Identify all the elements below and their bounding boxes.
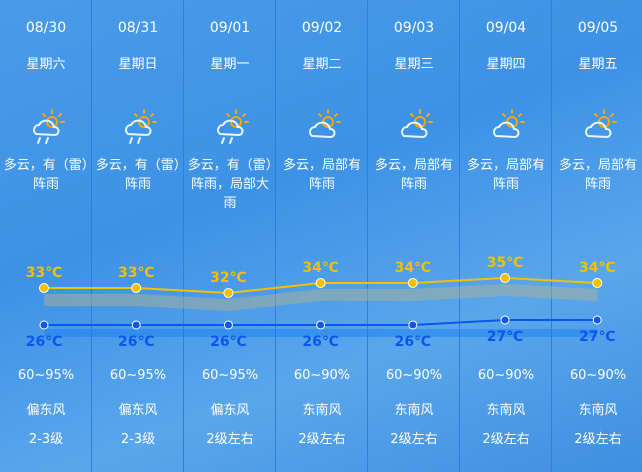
- weather-description: 多云，有（雷）阵雨: [3, 158, 89, 192]
- wind-level-label: 2-3级: [28, 432, 64, 447]
- date-label: 09/02: [301, 20, 343, 36]
- weather-description: 多云，有（雷）阵雨: [95, 158, 181, 192]
- date-label: 08/30: [25, 20, 67, 36]
- high-temp-label: 33℃: [118, 265, 154, 281]
- low-temp-point: [408, 320, 418, 330]
- high-temp-label: 34℃: [302, 260, 338, 276]
- cloud-sun-rain-icon: [26, 108, 66, 148]
- high-temp-point: [315, 278, 326, 288]
- day-column: 09/02 星期二 多云，局部有阵雨 60~90% 东南风 2级左右: [276, 0, 368, 472]
- high-temp-label: 34℃: [395, 260, 431, 276]
- date-label: 09/05: [577, 20, 619, 36]
- low-temp-point: [131, 320, 141, 330]
- low-temp-label: 27℃: [579, 329, 615, 345]
- weekday-label: 星期四: [486, 57, 526, 72]
- high-temp-point: [592, 278, 603, 288]
- date-label: 09/01: [209, 20, 251, 36]
- weather-description: 多云，局部有阵雨: [558, 158, 637, 192]
- low-temp-label: 26℃: [302, 334, 338, 350]
- weekday-label: 星期五: [578, 57, 618, 72]
- wind-direction-label: 东南风: [578, 403, 618, 418]
- day-column: 09/05 星期五 多云，局部有阵雨 60~90% 东南风 2级左右: [552, 0, 642, 472]
- wind-level-label: 2级左右: [298, 432, 346, 447]
- low-temp-label: 27℃: [487, 329, 523, 345]
- date-label: 09/03: [393, 20, 435, 36]
- high-temp-label: 32℃: [210, 270, 246, 286]
- high-temp-point: [500, 273, 510, 283]
- low-temp-point: [39, 320, 49, 330]
- wind-level-label: 2级左右: [206, 432, 254, 447]
- weekday-label: 星期一: [210, 57, 250, 72]
- low-temp-label: 26℃: [26, 334, 62, 350]
- cloud-sun-rain-icon: [118, 108, 158, 148]
- low-temp-point: [592, 315, 602, 325]
- weather-description: 多云，局部有阵雨: [466, 158, 545, 192]
- humidity-label: 60~95%: [201, 368, 259, 383]
- low-band: [44, 329, 598, 337]
- cloud-sun-icon: [302, 108, 342, 148]
- wind-direction-label: 东南风: [486, 403, 526, 418]
- wind-direction-label: 东南风: [394, 403, 434, 418]
- weekday-label: 星期二: [302, 57, 342, 72]
- high-temp-point: [223, 288, 234, 298]
- weather-description: 多云，局部有阵雨: [374, 158, 453, 192]
- high-temp-label: 33℃: [26, 265, 62, 281]
- weather-description: 多云，局部有阵雨: [282, 158, 361, 192]
- wind-direction-label: 偏东风: [118, 403, 158, 418]
- low-temp-label: 26℃: [395, 334, 431, 350]
- wind-direction-label: 偏东风: [26, 403, 66, 418]
- day-column: 08/30 星期六 多云，有（雷）阵雨 60~95% 偏东风 2-3级: [0, 0, 92, 472]
- weekday-label: 星期三: [394, 57, 434, 72]
- wind-level-label: 2级左右: [482, 432, 530, 447]
- date-label: 09/04: [485, 20, 527, 36]
- low-temp-point: [500, 315, 510, 325]
- wind-direction-label: 偏东风: [210, 403, 250, 418]
- weekday-label: 星期日: [118, 57, 158, 72]
- wind-level-label: 2级左右: [574, 432, 622, 447]
- wind-level-label: 2级左右: [390, 432, 438, 447]
- column-divider: [91, 0, 92, 472]
- cloud-sun-icon: [486, 108, 526, 148]
- high-temp-label: 35℃: [487, 255, 523, 271]
- low-temp-point: [316, 320, 326, 330]
- cloud-sun-rain-icon: [210, 108, 250, 148]
- cloud-sun-icon: [394, 108, 434, 148]
- column-divider: [183, 0, 184, 472]
- day-column: 09/04 星期四 多云，局部有阵雨 60~90% 东南风 2级左右: [460, 0, 552, 472]
- low-temp-label: 26℃: [118, 334, 154, 350]
- weather-description: 多云，有（雷）阵雨，局部大雨: [187, 158, 273, 211]
- low-temp-point: [223, 320, 233, 330]
- humidity-label: 60~90%: [477, 368, 535, 383]
- low-temp-label: 26℃: [210, 334, 246, 350]
- humidity-label: 60~90%: [385, 368, 443, 383]
- day-column: 09/03 星期三 多云，局部有阵雨 60~90% 东南风 2级左右: [368, 0, 460, 472]
- column-divider: [459, 0, 460, 472]
- day-column: 09/01 星期一 多云，有（雷）阵雨，局部大雨 60~95% 偏东风 2级左右: [184, 0, 276, 472]
- high-temp-point: [39, 283, 49, 293]
- high-band: [44, 284, 598, 311]
- weekday-label: 星期六: [26, 57, 66, 72]
- column-divider: [551, 0, 552, 472]
- humidity-label: 60~95%: [109, 368, 167, 383]
- column-divider: [275, 0, 276, 472]
- humidity-label: 60~95%: [17, 368, 75, 383]
- cloud-sun-icon: [578, 108, 618, 148]
- high-temp-label: 34℃: [579, 260, 615, 276]
- high-temp-point: [407, 278, 418, 288]
- wind-direction-label: 东南风: [302, 403, 342, 418]
- column-divider: [367, 0, 368, 472]
- humidity-label: 60~90%: [569, 368, 627, 383]
- wind-level-label: 2-3级: [120, 432, 156, 447]
- humidity-label: 60~90%: [293, 368, 351, 383]
- date-label: 08/31: [117, 20, 159, 36]
- day-column: 08/31 星期日 多云，有（雷）阵雨 60~95% 偏东风 2-3级: [92, 0, 184, 472]
- high-temp-point: [131, 283, 142, 293]
